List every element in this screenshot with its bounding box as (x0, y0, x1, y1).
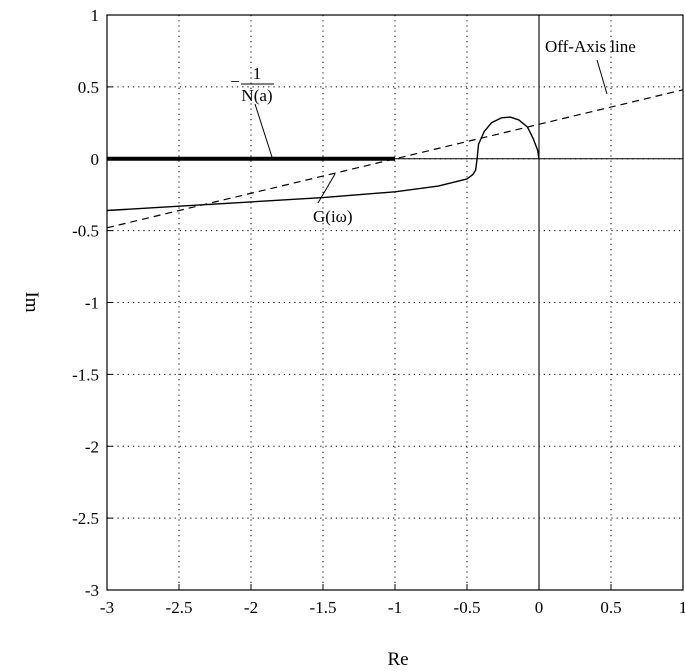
g-curve-label: G(iω) (313, 207, 353, 226)
df-label-denominator: N(a) (241, 86, 272, 105)
describing-function-label: − 1 N(a) (230, 64, 274, 105)
y-axis-label: Im (21, 291, 42, 312)
x-tick-label: -0.5 (454, 598, 481, 617)
y-tick-label: 1 (91, 6, 100, 25)
y-tick-label: 0 (91, 150, 100, 169)
off-axis-line-line (106, 89, 684, 229)
g-curve-label-leader (317, 173, 336, 204)
y-tick-labels: 1 0.5 0 -0.5 -1 -1.5 -2 -2.5 -3 (72, 6, 113, 600)
x-tick-label: -1.5 (310, 598, 337, 617)
offaxis-label: Off-Axis line (545, 37, 636, 56)
y-tick-label: -2.5 (72, 509, 99, 528)
df-label-sign: − (230, 72, 240, 91)
y-tick-label: 0.5 (78, 78, 99, 97)
df-label-leader (254, 103, 273, 158)
data-series (106, 89, 684, 229)
x-tick-label: 1 (679, 598, 685, 617)
y-tick-label: -0.5 (72, 222, 99, 241)
g-curve-line (106, 116, 540, 212)
x-tick-label: 0.5 (600, 598, 621, 617)
x-tick-label: -1 (388, 598, 402, 617)
y-tick-label: -3 (85, 581, 99, 600)
offaxis-label-leader (596, 59, 608, 95)
df-label-numerator: 1 (253, 64, 262, 83)
y-tick-label: -1.5 (72, 365, 99, 384)
grid-lines (107, 15, 683, 590)
x-tick-label: -3 (100, 598, 114, 617)
x-tick-label: -2.5 (166, 598, 193, 617)
x-tick-label: 0 (535, 598, 544, 617)
x-tick-labels: -3 -2.5 -2 -1.5 -1 -0.5 0 0.5 1 (100, 584, 685, 617)
x-tick-label: -2 (244, 598, 258, 617)
y-tick-label: -2 (85, 437, 99, 456)
x-axis-label: Re (387, 649, 408, 670)
y-tick-label: -1 (85, 294, 99, 313)
